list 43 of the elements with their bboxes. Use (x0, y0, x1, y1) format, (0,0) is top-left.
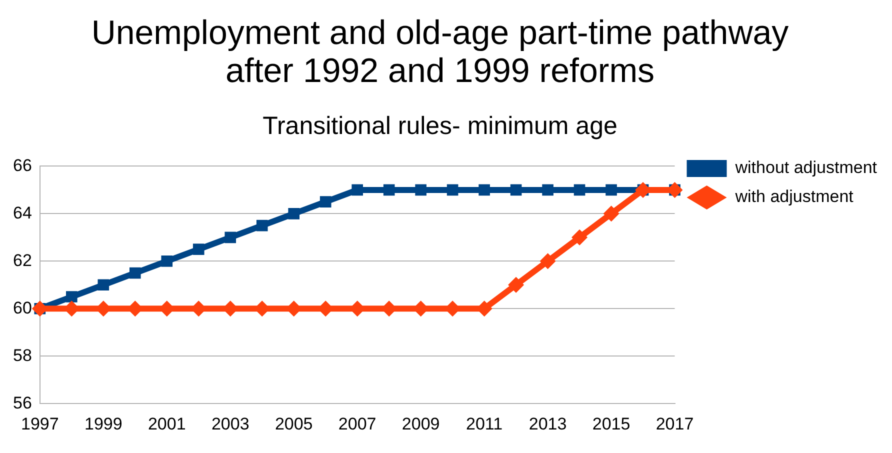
x-tick-label: 2009 (402, 414, 440, 434)
y-tick-label: 64 (12, 203, 32, 222)
point (224, 232, 236, 244)
point (256, 220, 268, 232)
point (606, 184, 617, 196)
point (603, 206, 620, 222)
x-tick-label: 1997 (20, 414, 59, 434)
legend-label: without adjustment (734, 158, 878, 178)
point (478, 184, 490, 196)
point (508, 276, 524, 293)
point (415, 184, 426, 196)
legend-label: with adjustment (734, 187, 854, 206)
point (129, 267, 141, 279)
point (352, 184, 363, 196)
point (542, 184, 554, 196)
point (383, 184, 395, 196)
point (66, 291, 78, 302)
point (288, 208, 300, 220)
x-tick-label: 2013 (528, 414, 567, 434)
point (446, 184, 458, 196)
y-tick-label: 58 (12, 346, 32, 365)
point (98, 279, 110, 291)
y-tick-label: 60 (12, 298, 32, 318)
x-tick-label: 2015 (592, 414, 630, 434)
y-tick-label: 62 (12, 250, 32, 270)
chart-subtitle: Transitional rules- minimum age (262, 111, 618, 142)
point (161, 256, 173, 267)
point (540, 253, 556, 270)
x-tick-label: 2017 (656, 414, 694, 434)
x-tick-label: 2007 (338, 414, 376, 434)
point (320, 196, 332, 208)
point (510, 184, 522, 196)
point (572, 229, 588, 246)
point (574, 184, 586, 196)
chart-title: Unemployment and old-age part-time pathway after 1992 and 1999 reforms (90, 13, 790, 90)
x-tick-label: 2001 (148, 414, 186, 434)
point (192, 244, 204, 255)
x-tick-label: 2005 (274, 414, 313, 434)
y-tick-label: 56 (12, 393, 32, 412)
y-tick-label: 66 (12, 156, 32, 175)
x-tick-label: 2003 (211, 414, 250, 434)
x-tick-label: 2011 (466, 414, 503, 434)
x-tick-label: 1999 (84, 414, 122, 434)
